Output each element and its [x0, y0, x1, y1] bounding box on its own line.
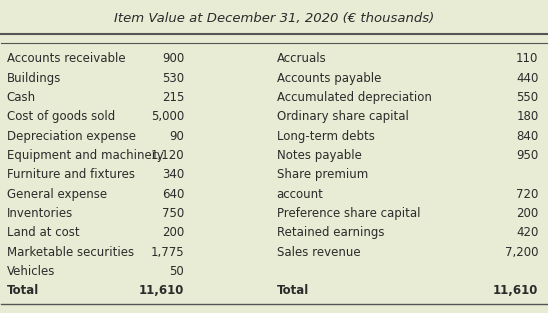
- Text: Accumulated depreciation: Accumulated depreciation: [277, 91, 432, 104]
- Text: 1,120: 1,120: [150, 149, 184, 162]
- Text: Long-term debts: Long-term debts: [277, 130, 375, 143]
- Text: 840: 840: [516, 130, 539, 143]
- Text: Depreciation expense: Depreciation expense: [7, 130, 136, 143]
- Text: 720: 720: [516, 188, 539, 201]
- Text: 200: 200: [516, 207, 539, 220]
- Text: 11,610: 11,610: [139, 284, 184, 297]
- Text: Vehicles: Vehicles: [7, 265, 55, 278]
- Text: 950: 950: [516, 149, 539, 162]
- Text: Notes payable: Notes payable: [277, 149, 362, 162]
- Text: 110: 110: [516, 52, 539, 65]
- Text: 90: 90: [169, 130, 184, 143]
- Text: Furniture and fixtures: Furniture and fixtures: [7, 168, 135, 181]
- Text: Sales revenue: Sales revenue: [277, 246, 361, 259]
- Text: 180: 180: [516, 110, 539, 123]
- Text: Land at cost: Land at cost: [7, 226, 79, 239]
- Text: Total: Total: [7, 284, 39, 297]
- Text: Accounts payable: Accounts payable: [277, 72, 381, 85]
- Text: 340: 340: [162, 168, 184, 181]
- Text: 1,775: 1,775: [150, 246, 184, 259]
- Text: Cash: Cash: [7, 91, 36, 104]
- Text: 900: 900: [162, 52, 184, 65]
- Text: Share premium: Share premium: [277, 168, 368, 181]
- Text: Ordinary share capital: Ordinary share capital: [277, 110, 409, 123]
- Text: Marketable securities: Marketable securities: [7, 246, 134, 259]
- Text: 7,200: 7,200: [505, 246, 539, 259]
- Text: Buildings: Buildings: [7, 72, 61, 85]
- Text: Accruals: Accruals: [277, 52, 327, 65]
- Text: Preference share capital: Preference share capital: [277, 207, 420, 220]
- Text: 420: 420: [516, 226, 539, 239]
- Text: account: account: [277, 188, 324, 201]
- Text: Cost of goods sold: Cost of goods sold: [7, 110, 115, 123]
- Text: 640: 640: [162, 188, 184, 201]
- Text: Equipment and machinery: Equipment and machinery: [7, 149, 164, 162]
- Text: Retained earnings: Retained earnings: [277, 226, 384, 239]
- Text: Accounts receivable: Accounts receivable: [7, 52, 125, 65]
- Text: Item Value at December 31, 2020 (€ thousands): Item Value at December 31, 2020 (€ thous…: [114, 12, 434, 25]
- Text: 440: 440: [516, 72, 539, 85]
- Text: Inventories: Inventories: [7, 207, 73, 220]
- Text: General expense: General expense: [7, 188, 107, 201]
- Text: 215: 215: [162, 91, 184, 104]
- Text: 50: 50: [169, 265, 184, 278]
- Text: 750: 750: [162, 207, 184, 220]
- Text: 550: 550: [516, 91, 539, 104]
- Text: Total: Total: [277, 284, 309, 297]
- Text: 5,000: 5,000: [151, 110, 184, 123]
- Text: 200: 200: [162, 226, 184, 239]
- Text: 530: 530: [162, 72, 184, 85]
- Text: 11,610: 11,610: [493, 284, 539, 297]
